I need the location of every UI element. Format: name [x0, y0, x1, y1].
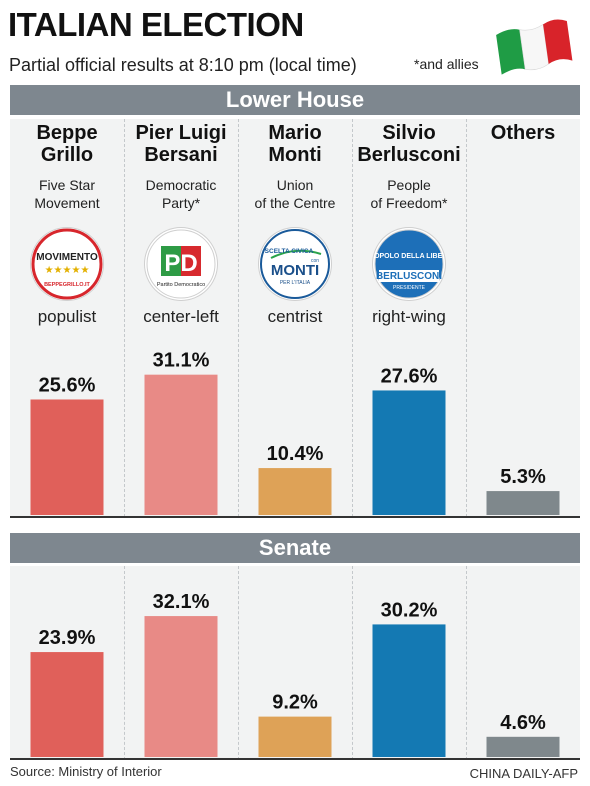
svg-text:PRESIDENTE: PRESIDENTE [393, 285, 426, 291]
lower-house-value-label-others: 5.3% [500, 466, 546, 488]
senate-band: Senate [10, 533, 580, 563]
senate-value-label-berlusconi: 30.2% [381, 599, 438, 621]
allies-note: *and allies [414, 56, 479, 72]
candidate-name: Mario Monti [268, 122, 322, 166]
column-divider [466, 119, 467, 517]
senate-value-label-others: 4.6% [500, 712, 546, 734]
senate-bar-grillo [30, 652, 104, 757]
svg-text:PER L'ITALIA: PER L'ITALIA [280, 280, 311, 286]
senate-bar-others [486, 736, 560, 757]
credit-note: CHINA DAILY-AFP [469, 766, 578, 781]
source-note: Source: Ministry of Interior [10, 764, 162, 779]
column-divider [238, 119, 239, 517]
lower-house-bar-bersani [144, 374, 218, 515]
lower-house-chart: 25.6% 31.1% 10.4% 27.6% 5.3% [30, 350, 560, 515]
column-divider [124, 566, 125, 760]
five-star-movement-logo: MOVIMENTO ★★★★★ BEPPEGRILLO.IT [31, 228, 103, 300]
candidate-leaning: right-wing [372, 307, 446, 326]
lower-house-value-label-bersani: 31.1% [153, 350, 210, 372]
page-subtitle: Partial official results at 8:10 pm (loc… [9, 55, 357, 75]
candidate-party: People of Freedom* [370, 177, 448, 211]
candidate-party: Union of the Centre [254, 177, 336, 211]
candidate-leaning: center-left [143, 307, 219, 326]
lower-house-baseline [10, 516, 580, 518]
lower-house-bar-monti [258, 468, 332, 515]
column-divider [352, 119, 353, 517]
candidate-monti: Mario Monti Union of the Centre SCELTA CIV… [238, 122, 352, 326]
svg-text:Partito Democratico: Partito Democratico [157, 282, 205, 288]
svg-text:IL POPOLO DELLA LIBERTÀ: IL POPOLO DELLA LIBERTÀ [373, 251, 445, 260]
lower-house-bar-berlusconi [372, 390, 446, 515]
svg-text:con: con [311, 258, 319, 264]
lower-house-value-label-grillo: 25.6% [39, 374, 96, 396]
lower-house-band: Lower House [10, 85, 580, 115]
page-title: ITALIAN ELECTION [8, 6, 304, 43]
democratic-party-logo: PD Partito Democratico [145, 228, 217, 300]
candidate-leaning: populist [37, 307, 97, 326]
senate-value-label-monti: 9.2% [272, 692, 318, 714]
svg-text:BERLUSCONI: BERLUSCONI [376, 271, 442, 282]
candidate-name: Beppe Grillo [36, 122, 98, 166]
lower-house-value-label-monti: 10.4% [267, 443, 324, 465]
civic-choice-logo: SCELTA CIVICA con MONTI PER L'ITALIA [259, 228, 331, 300]
column-divider [352, 566, 353, 760]
people-of-freedom-logo: IL POPOLO DELLA LIBERTÀ BERLUSCONI PRESI… [373, 228, 445, 300]
lower-house-panel [10, 119, 580, 517]
svg-text:PD: PD [164, 250, 197, 277]
italy-flag-icon [496, 19, 573, 75]
candidate-name: Pier Luigi Bersani [135, 122, 227, 166]
senate-bar-monti [258, 716, 332, 757]
candidate-leaning: centrist [267, 307, 323, 326]
senate-value-label-grillo: 23.9% [39, 627, 96, 649]
svg-text:MOVIMENTO: MOVIMENTO [36, 252, 98, 263]
svg-text:SCELTA CIVICA: SCELTA CIVICA [265, 248, 314, 255]
candidate-party: Five Star Movement [34, 177, 100, 211]
senate-bar-berlusconi [372, 624, 446, 757]
lower-house-bar-others [486, 491, 560, 515]
senate-chart: 23.9% 32.1% 9.2% 30.2% 4.6% [30, 591, 560, 757]
column-divider [124, 119, 125, 517]
candidate-name: Others [490, 122, 556, 144]
svg-text:BEPPEGRILLO.IT: BEPPEGRILLO.IT [44, 282, 90, 288]
svg-text:★★★★★: ★★★★★ [45, 265, 90, 276]
senate-baseline [10, 758, 580, 760]
column-divider [466, 566, 467, 760]
candidate-party: Democratic Party* [145, 177, 217, 211]
senate-bar-bersani [144, 616, 218, 757]
svg-text:MONTI: MONTI [271, 262, 319, 279]
lower-house-bar-grillo [30, 399, 104, 515]
lower-house-value-label-berlusconi: 27.6% [381, 365, 438, 387]
column-divider [238, 566, 239, 760]
candidate-bersani: Pier Luigi Bersani Democratic Party* PD Pa… [124, 122, 238, 326]
candidate-others: Others [466, 122, 580, 144]
candidate-grillo: Beppe Grillo Five Star Movement MOVIMENTO … [10, 122, 124, 326]
candidate-name: Silvio Berlusconi [357, 122, 461, 166]
senate-value-label-bersani: 32.1% [153, 591, 210, 613]
